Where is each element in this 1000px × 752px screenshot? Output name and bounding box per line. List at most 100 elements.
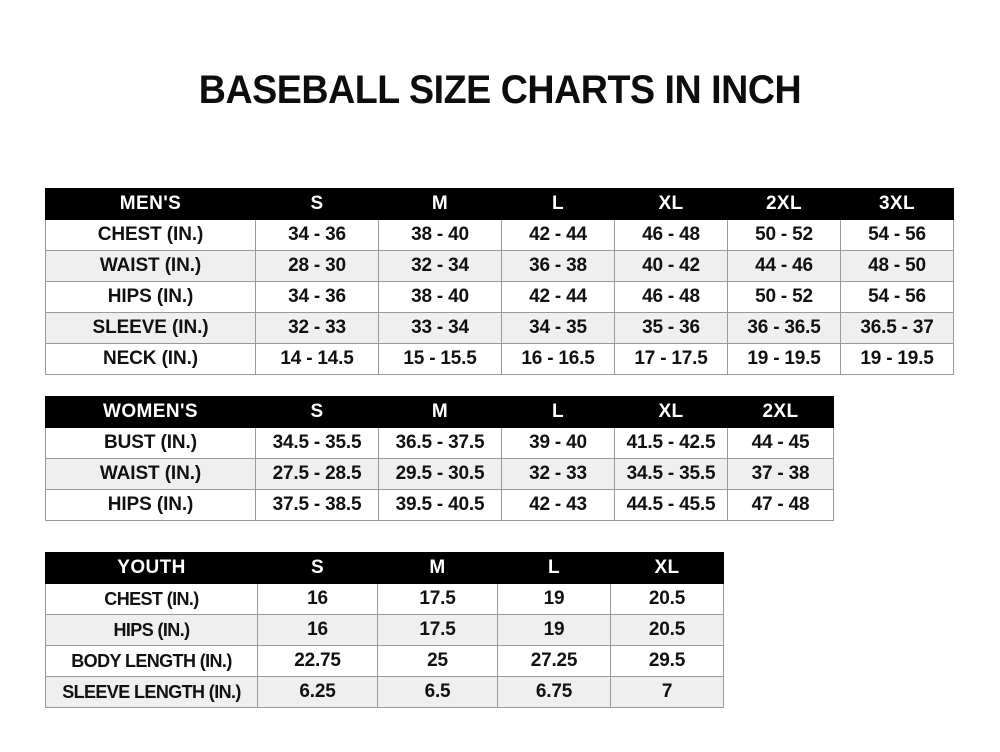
cell-value: 19 - 19.5 — [727, 343, 841, 375]
row-label: BUST (IN.) — [45, 427, 256, 459]
row-label: CHEST (IN.) — [45, 583, 258, 615]
cell-value: 34 - 36 — [255, 219, 379, 251]
cell-value: 44.5 - 45.5 — [614, 489, 728, 521]
table-row: HIPS (IN.) 37.5 - 38.5 39.5 - 40.5 42 - … — [45, 489, 834, 521]
table-row: CHEST (IN.) 34 - 36 38 - 40 42 - 44 46 -… — [45, 219, 954, 251]
cell-value: 19 - 19.5 — [840, 343, 954, 375]
mens-header-size-3xl: 3XL — [840, 188, 954, 220]
womens-header-category: WOMEN'S — [45, 396, 256, 428]
cell-value: 32 - 33 — [501, 458, 615, 490]
row-label: WAIST (IN.) — [45, 250, 256, 282]
youth-header-category: YOUTH — [45, 552, 258, 584]
youth-header-size-l: L — [497, 552, 611, 584]
cell-value: 50 - 52 — [727, 281, 841, 313]
cell-value: 19 — [497, 583, 611, 615]
cell-value: 46 - 48 — [614, 281, 728, 313]
cell-value: 22.75 — [257, 645, 378, 677]
youth-header-size-m: M — [377, 552, 498, 584]
cell-value: 14 - 14.5 — [255, 343, 379, 375]
cell-value: 20.5 — [610, 583, 724, 615]
cell-value: 34.5 - 35.5 — [255, 427, 379, 459]
cell-value: 17.5 — [377, 614, 498, 646]
youth-table-body: CHEST (IN.) 16 17.5 19 20.5 HIPS (IN.) 1… — [45, 583, 724, 708]
row-label: HIPS (IN.) — [45, 489, 256, 521]
mens-header-category: MEN'S — [45, 188, 256, 220]
cell-value: 6.75 — [497, 676, 611, 708]
cell-value: 38 - 40 — [378, 219, 502, 251]
cell-value: 42 - 44 — [501, 219, 615, 251]
cell-value: 6.25 — [257, 676, 378, 708]
cell-value: 32 - 34 — [378, 250, 502, 282]
cell-value: 34 - 35 — [501, 312, 615, 344]
cell-value: 29.5 - 30.5 — [378, 458, 502, 490]
cell-value: 50 - 52 — [727, 219, 841, 251]
page-title: BASEBALL SIZE CHARTS IN INCH — [198, 68, 802, 112]
mens-header-size-s: S — [255, 188, 379, 220]
row-label: HIPS (IN.) — [45, 614, 258, 646]
womens-header-size-xl: XL — [614, 396, 728, 428]
youth-header-size-s: S — [257, 552, 378, 584]
mens-header-size-2xl: 2XL — [727, 188, 841, 220]
cell-value: 38 - 40 — [378, 281, 502, 313]
row-label: BODY LENGTH (IN.) — [45, 645, 258, 677]
cell-value: 15 - 15.5 — [378, 343, 502, 375]
cell-value: 54 - 56 — [840, 281, 954, 313]
row-label: WAIST (IN.) — [45, 458, 256, 490]
table-row: BODY LENGTH (IN.) 22.75 25 27.25 29.5 — [45, 645, 724, 677]
cell-value: 34 - 36 — [255, 281, 379, 313]
cell-value: 6.5 — [377, 676, 498, 708]
cell-value: 17 - 17.5 — [614, 343, 728, 375]
cell-value: 44 - 45 — [727, 427, 834, 459]
cell-value: 19 — [497, 614, 611, 646]
cell-value: 39.5 - 40.5 — [378, 489, 502, 521]
cell-value: 47 - 48 — [727, 489, 834, 521]
row-label: CHEST (IN.) — [45, 219, 256, 251]
mens-table-header: MEN'S S M L XL 2XL 3XL — [45, 188, 954, 220]
cell-value: 37 - 38 — [727, 458, 834, 490]
cell-value: 7 — [610, 676, 724, 708]
cell-value: 16 - 16.5 — [501, 343, 615, 375]
cell-value: 17.5 — [377, 583, 498, 615]
cell-value: 20.5 — [610, 614, 724, 646]
mens-header-size-l: L — [501, 188, 615, 220]
table-row: CHEST (IN.) 16 17.5 19 20.5 — [45, 583, 724, 615]
mens-header-size-xl: XL — [614, 188, 728, 220]
row-label: HIPS (IN.) — [45, 281, 256, 313]
cell-value: 36 - 36.5 — [727, 312, 841, 344]
cell-value: 25 — [377, 645, 498, 677]
table-row: HIPS (IN.) 16 17.5 19 20.5 — [45, 614, 724, 646]
womens-table-header: WOMEN'S S M L XL 2XL — [45, 396, 834, 428]
cell-value: 42 - 44 — [501, 281, 615, 313]
youth-table-header: YOUTH S M L XL — [45, 552, 724, 584]
womens-table-body: BUST (IN.) 34.5 - 35.5 36.5 - 37.5 39 - … — [45, 427, 834, 521]
mens-header-size-m: M — [378, 188, 502, 220]
table-row: WAIST (IN.) 27.5 - 28.5 29.5 - 30.5 32 -… — [45, 458, 834, 490]
cell-value: 29.5 — [610, 645, 724, 677]
cell-value: 36 - 38 — [501, 250, 615, 282]
table-row: BUST (IN.) 34.5 - 35.5 36.5 - 37.5 39 - … — [45, 427, 834, 459]
cell-value: 44 - 46 — [727, 250, 841, 282]
cell-value: 42 - 43 — [501, 489, 615, 521]
cell-value: 46 - 48 — [614, 219, 728, 251]
row-label: NECK (IN.) — [45, 343, 256, 375]
table-header-row: WOMEN'S S M L XL 2XL — [45, 396, 834, 428]
cell-value: 34.5 - 35.5 — [614, 458, 728, 490]
mens-size-table: MEN'S S M L XL 2XL 3XL CHEST (IN.) 34 - … — [45, 188, 954, 375]
cell-value: 35 - 36 — [614, 312, 728, 344]
table-row: SLEEVE LENGTH (IN.) 6.25 6.5 6.75 7 — [45, 676, 724, 708]
table-row: NECK (IN.) 14 - 14.5 15 - 15.5 16 - 16.5… — [45, 343, 954, 375]
cell-value: 41.5 - 42.5 — [614, 427, 728, 459]
cell-value: 28 - 30 — [255, 250, 379, 282]
cell-value: 36.5 - 37 — [840, 312, 954, 344]
cell-value: 40 - 42 — [614, 250, 728, 282]
cell-value: 54 - 56 — [840, 219, 954, 251]
womens-header-size-l: L — [501, 396, 615, 428]
row-label: SLEEVE (IN.) — [45, 312, 256, 344]
cell-value: 32 - 33 — [255, 312, 379, 344]
table-header-row: YOUTH S M L XL — [45, 552, 724, 584]
youth-size-table: YOUTH S M L XL CHEST (IN.) 16 17.5 19 20… — [45, 552, 724, 708]
womens-size-table: WOMEN'S S M L XL 2XL BUST (IN.) 34.5 - 3… — [45, 396, 834, 521]
table-row: SLEEVE (IN.) 32 - 33 33 - 34 34 - 35 35 … — [45, 312, 954, 344]
cell-value: 33 - 34 — [378, 312, 502, 344]
